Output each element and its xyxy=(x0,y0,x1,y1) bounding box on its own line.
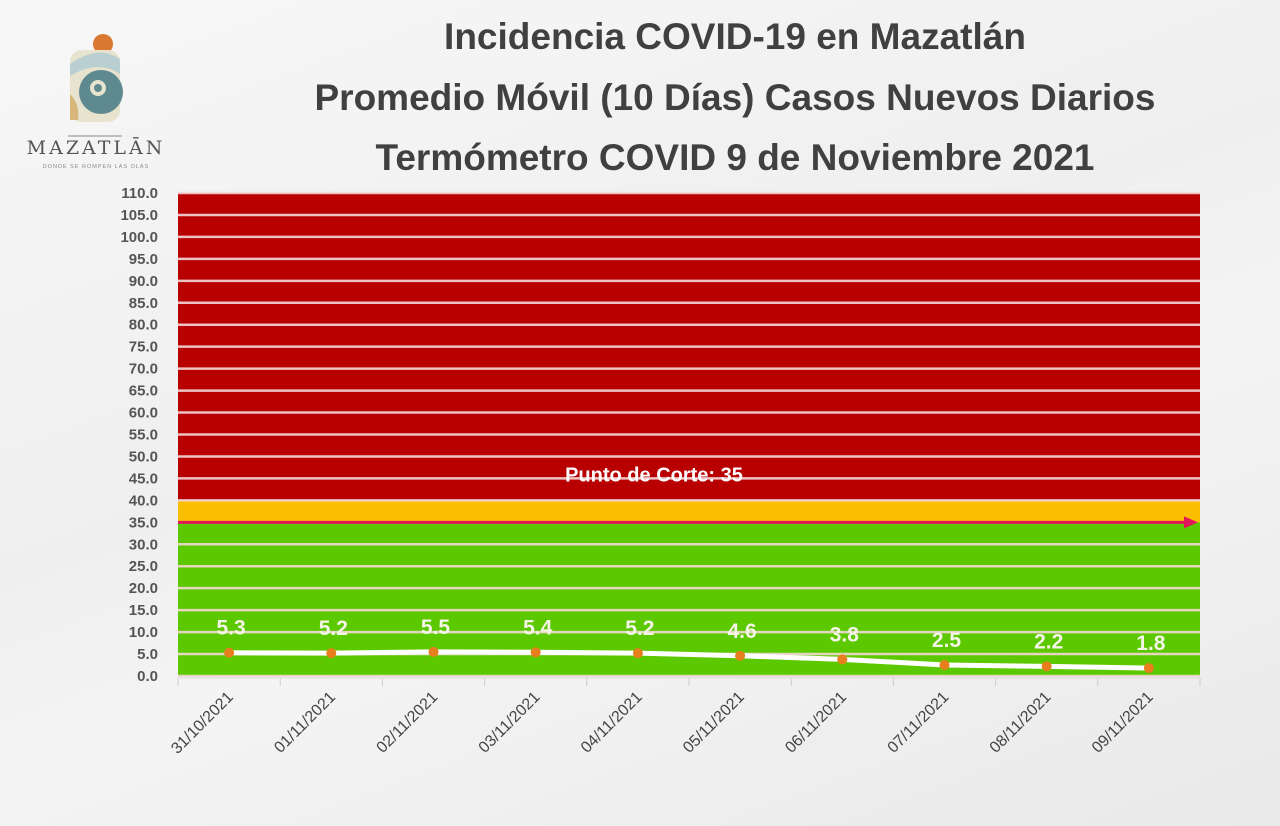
y-tick-label: 20.0 xyxy=(129,580,158,597)
data-point xyxy=(326,648,337,659)
x-tick-label: 06/11/2021 xyxy=(782,689,850,757)
data-point xyxy=(837,654,848,665)
data-label: 5.2 xyxy=(319,617,348,640)
y-tick-label: 10.0 xyxy=(129,624,158,641)
logo-wordmark: MAZATLĀN xyxy=(27,136,166,159)
data-point xyxy=(632,648,643,659)
chart-title-line-1: Incidencia COVID-19 en Mazatlán xyxy=(444,16,1026,57)
data-label: 2.5 xyxy=(932,629,962,652)
data-point xyxy=(530,647,541,658)
y-tick-label: 5.0 xyxy=(137,646,158,663)
cutoff-arrow-icon xyxy=(1184,516,1198,529)
data-label: 4.6 xyxy=(727,620,756,643)
data-label: 5.4 xyxy=(523,616,553,639)
y-tick-label: 50.0 xyxy=(129,448,158,465)
data-label: 5.3 xyxy=(216,617,245,640)
series-line xyxy=(229,649,1149,671)
band-1 xyxy=(178,500,1200,523)
y-tick-label: 105.0 xyxy=(120,207,158,224)
data-point xyxy=(939,660,950,671)
x-tick-label: 09/11/2021 xyxy=(1089,689,1157,757)
chart-title-line-3: Termómetro COVID 9 de Noviembre 2021 xyxy=(375,137,1095,178)
data-label: 5.2 xyxy=(625,617,654,640)
y-tick-label: 65.0 xyxy=(129,383,158,400)
logo: MAZATLĀN DONDE SE ROMPEN LAS OLAS xyxy=(18,14,178,174)
chart-title-line-2: Promedio Móvil (10 Días) Casos Nuevos Di… xyxy=(314,77,1156,118)
x-tick-label: 02/11/2021 xyxy=(374,689,442,757)
logo-tagline: DONDE SE ROMPEN LAS OLAS xyxy=(43,164,150,170)
y-tick-label: 40.0 xyxy=(129,492,158,509)
y-tick-label: 80.0 xyxy=(129,317,158,334)
x-tick-label: 05/11/2021 xyxy=(680,689,748,757)
y-tick-label: 0.0 xyxy=(137,668,158,685)
y-tick-label: 95.0 xyxy=(129,251,158,268)
data-label: 1.8 xyxy=(1136,632,1166,655)
data-point xyxy=(1041,661,1052,672)
y-tick-label: 45.0 xyxy=(129,470,158,487)
y-tick-label: 90.0 xyxy=(129,273,158,290)
y-tick-label: 30.0 xyxy=(129,536,158,553)
x-tick-label: 31/10/2021 xyxy=(168,689,237,758)
y-tick-label: 100.0 xyxy=(120,229,158,246)
x-tick-label: 04/11/2021 xyxy=(578,689,646,757)
data-point xyxy=(735,650,746,661)
data-point xyxy=(428,646,439,657)
y-tick-label: 110.0 xyxy=(121,185,158,202)
data-label: 2.2 xyxy=(1034,630,1063,653)
y-tick-label: 55.0 xyxy=(129,427,158,444)
y-tick-label: 70.0 xyxy=(129,361,158,378)
y-tick-label: 15.0 xyxy=(129,602,158,619)
cutoff-label: Punto de Corte: 35 xyxy=(565,464,743,486)
x-tick-label: 03/11/2021 xyxy=(476,689,544,757)
data-label: 5.5 xyxy=(421,616,451,639)
y-tick-label: 35.0 xyxy=(129,514,158,531)
y-tick-label: 25.0 xyxy=(129,558,158,575)
y-tick-label: 60.0 xyxy=(129,405,158,422)
data-point xyxy=(224,647,235,658)
x-tick-label: 08/11/2021 xyxy=(987,689,1055,757)
x-tick-label: 01/11/2021 xyxy=(271,689,339,757)
y-tick-label: 75.0 xyxy=(129,339,158,356)
data-point xyxy=(1143,663,1154,674)
data-label: 3.8 xyxy=(830,623,860,646)
band-0 xyxy=(178,522,1200,676)
y-tick-label: 85.0 xyxy=(129,295,158,312)
x-tick-label: 07/11/2021 xyxy=(885,689,953,757)
